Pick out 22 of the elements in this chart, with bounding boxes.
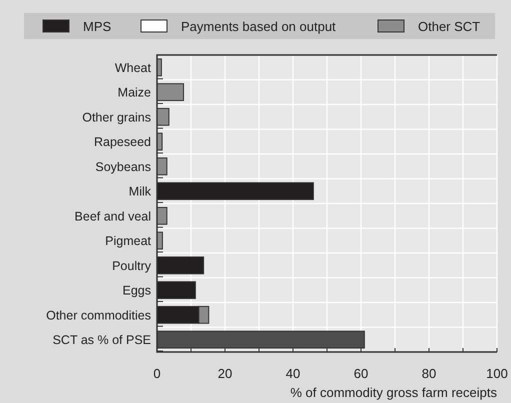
x-axis-title: % of commodity gross farm receipts [290,385,498,400]
y-tick-label: Other commodities [46,308,151,322]
x-tick-label: 60 [354,366,368,381]
x-tick-label: 80 [422,366,436,381]
x-tick-label: 20 [218,366,232,381]
y-tick-label: Soybeans [95,160,151,174]
x-tick-label: 40 [286,366,300,381]
legend-label: MPS [83,19,112,34]
y-tick-label: Rapeseed [94,135,152,150]
x-tick-label: 0 [153,366,161,381]
y-tick-label: SCT as % of PSE [52,333,151,348]
x-tick-label: 100 [486,366,508,381]
y-tick-label: Wheat [114,60,152,75]
y-tick-label: Pigmeat [105,234,152,248]
legend-label: Other SCT [418,19,480,34]
y-tick-label: Maize [118,86,152,100]
y-tick-label: Milk [128,184,152,199]
y-tick-label: Other grains [82,110,151,124]
legend-label: Payments based on output [181,19,336,34]
y-tick-label: Eggs [122,284,151,298]
y-tick-label: Poultry [112,258,152,273]
y-tick-label: Beef and veal [74,209,151,224]
